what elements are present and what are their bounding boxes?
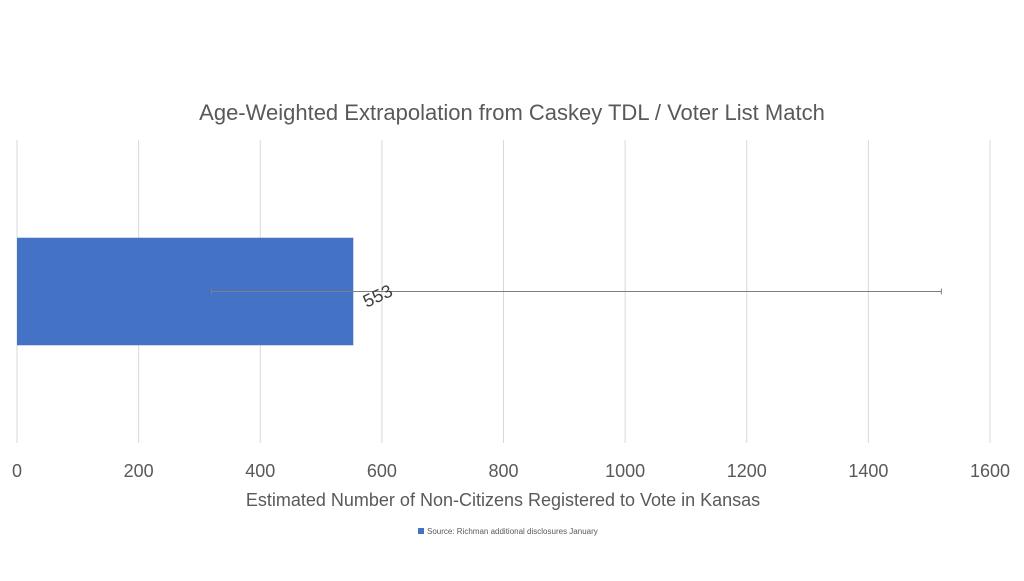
x-tick-label: 1400 — [848, 461, 888, 481]
error-bars — [211, 288, 942, 295]
x-tick-label: 1000 — [605, 461, 645, 481]
x-tick-label: 600 — [367, 461, 397, 481]
x-tick-label: 200 — [124, 461, 154, 481]
x-tick-labels: 0 200 400 600 800 1000 1200 1400 1600 — [12, 461, 1010, 481]
x-tick-label: 1200 — [727, 461, 767, 481]
legend-swatch — [418, 528, 424, 534]
data-labels: 553 — [360, 281, 396, 312]
x-tick-label: 1600 — [970, 461, 1010, 481]
chart-title: Age-Weighted Extrapolation from Caskey T… — [199, 100, 825, 125]
legend-label: Source: Richman additional disclosures J… — [427, 527, 598, 536]
legend: Source: Richman additional disclosures J… — [418, 527, 598, 536]
x-axis-title: Estimated Number of Non-Citizens Registe… — [246, 490, 760, 510]
x-tick-label: 800 — [488, 461, 518, 481]
x-tick-label: 0 — [12, 461, 22, 481]
data-label: 553 — [360, 281, 396, 312]
x-tick-label: 400 — [245, 461, 275, 481]
